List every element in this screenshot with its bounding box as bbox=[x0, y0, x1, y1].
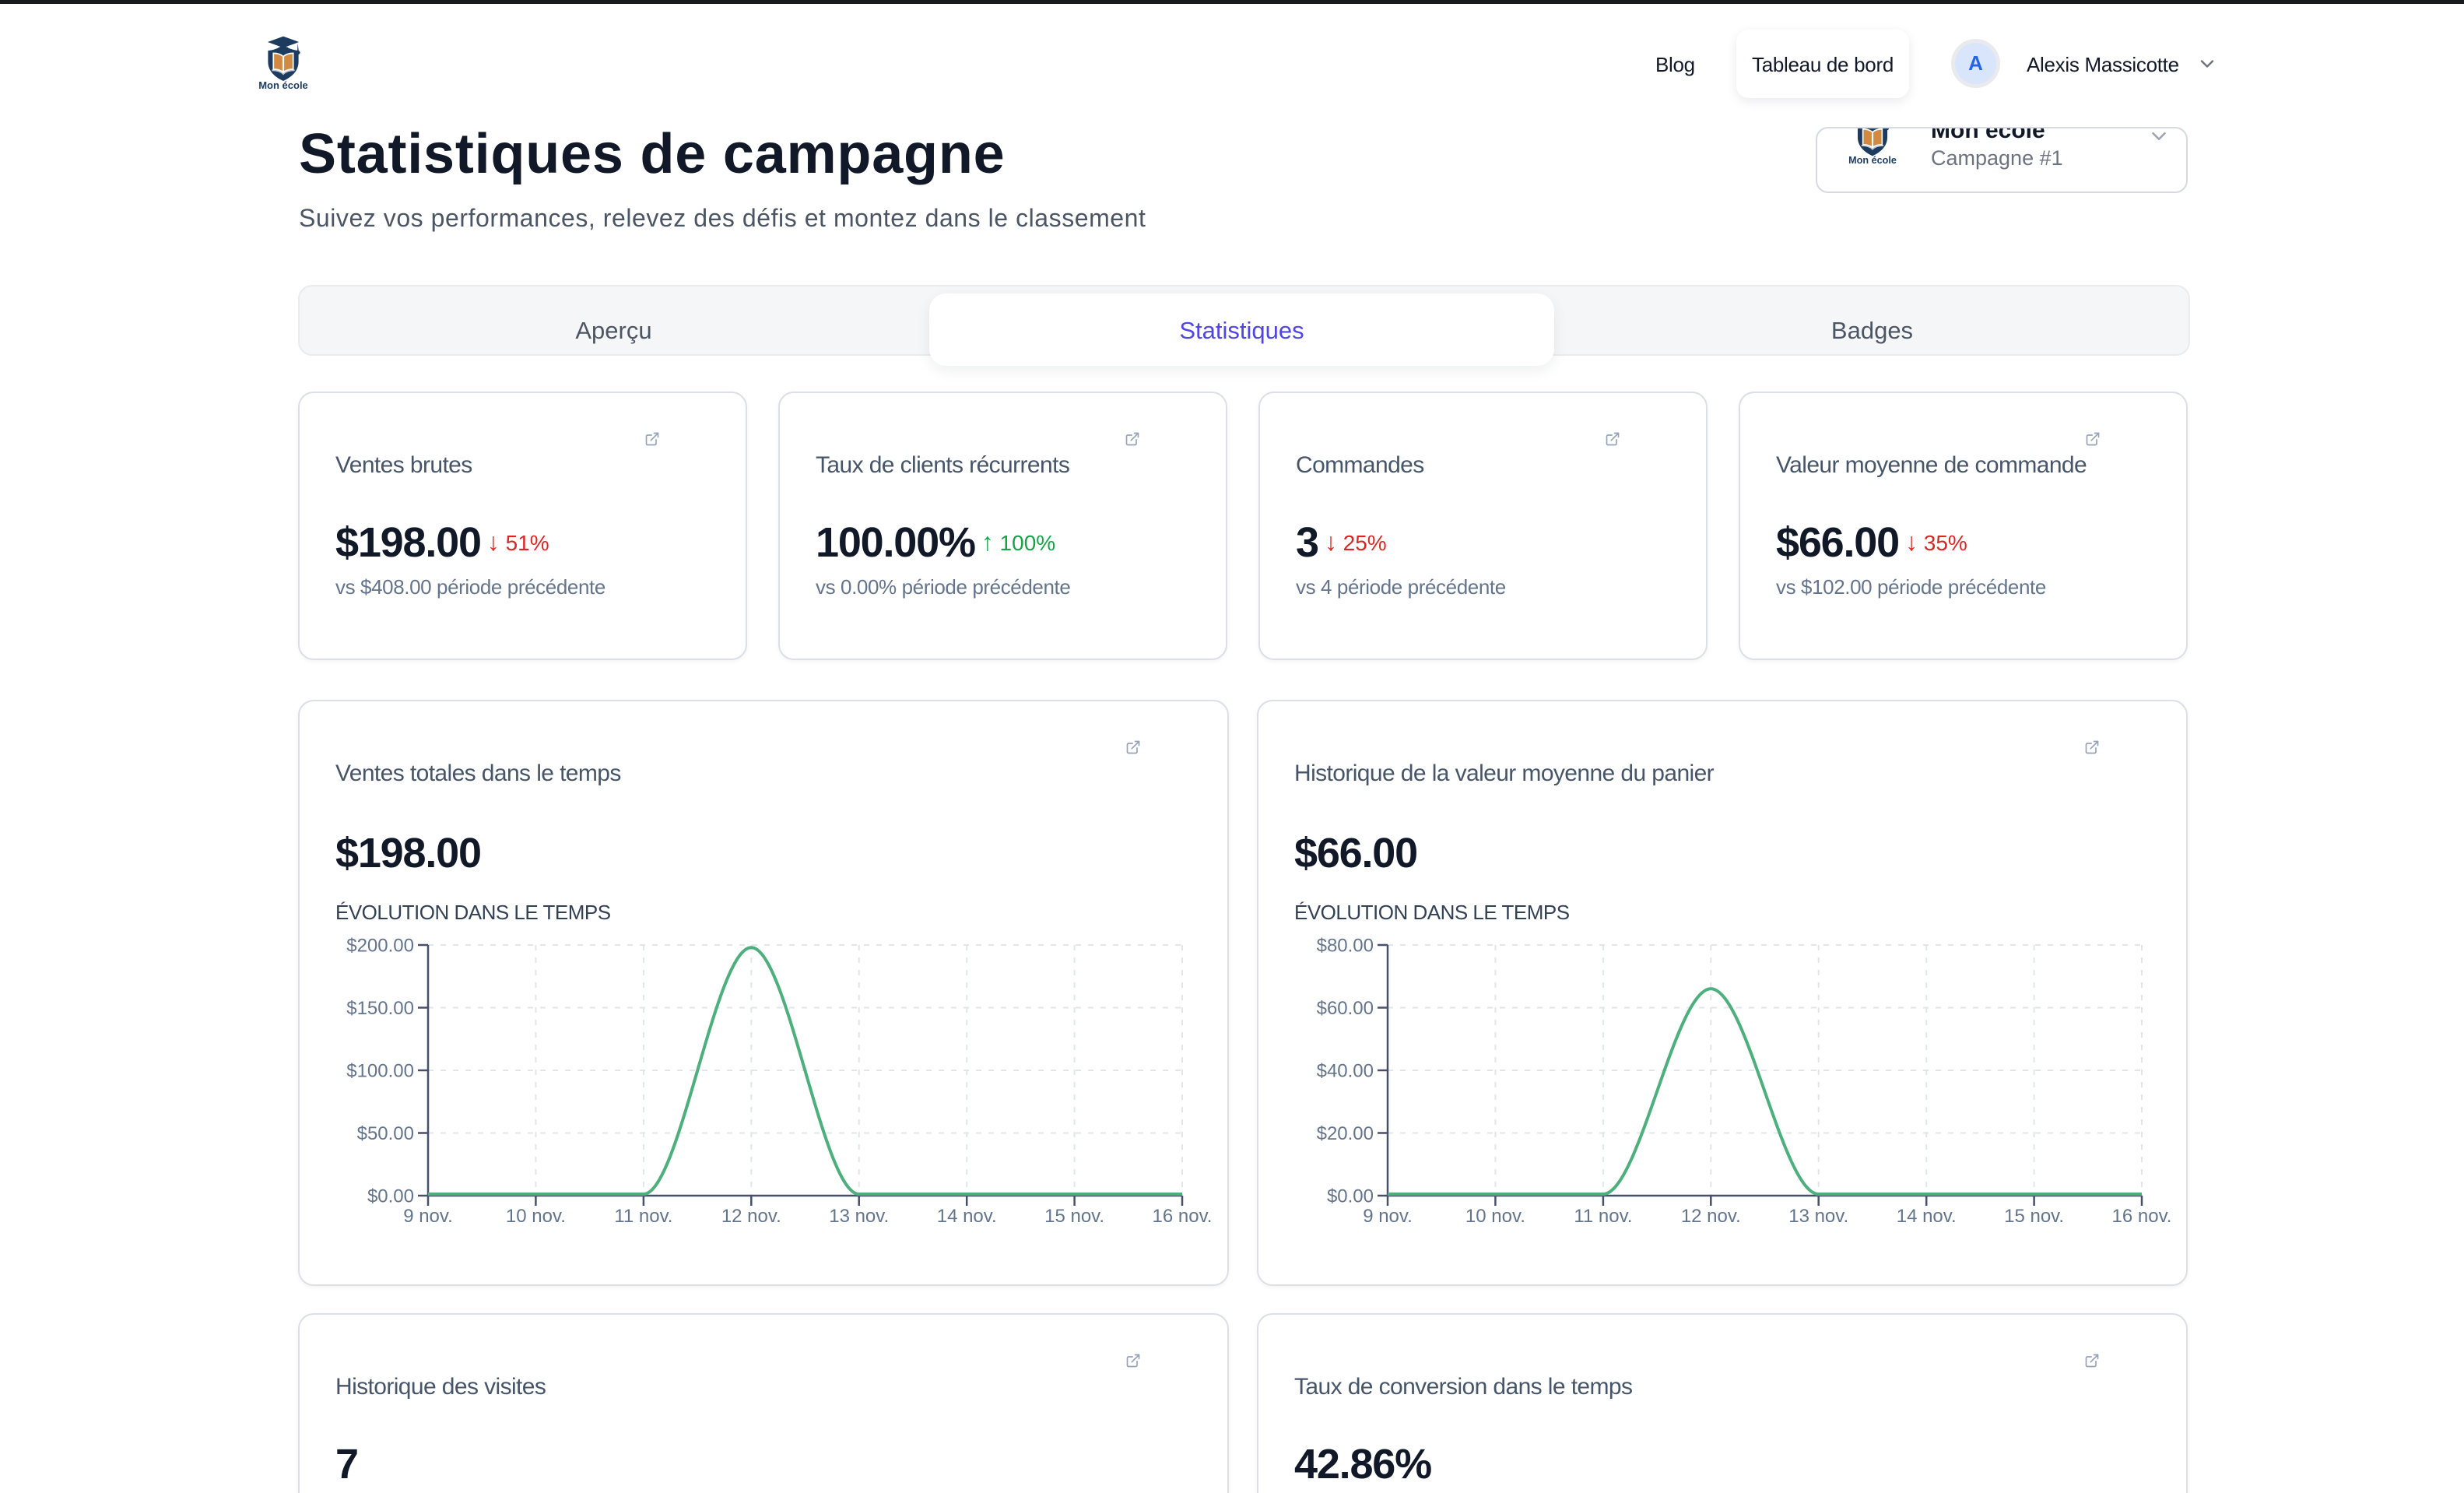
svg-text:$40.00: $40.00 bbox=[1317, 1061, 1374, 1082]
svg-text:9 nov.: 9 nov. bbox=[1363, 1206, 1413, 1227]
svg-text:$60.00: $60.00 bbox=[1317, 998, 1374, 1019]
svg-text:$0.00: $0.00 bbox=[1327, 1186, 1374, 1207]
svg-text:14 nov.: 14 nov. bbox=[937, 1206, 997, 1227]
svg-text:16 nov.: 16 nov. bbox=[1153, 1206, 1213, 1227]
svg-text:$200.00: $200.00 bbox=[346, 936, 414, 957]
svg-text:$80.00: $80.00 bbox=[1317, 936, 1374, 957]
svg-text:9 nov.: 9 nov. bbox=[403, 1206, 453, 1227]
svg-text:$20.00: $20.00 bbox=[1317, 1123, 1374, 1144]
svg-text:11 nov.: 11 nov. bbox=[614, 1206, 672, 1227]
svg-text:$150.00: $150.00 bbox=[346, 998, 414, 1019]
svg-text:10 nov.: 10 nov. bbox=[506, 1206, 566, 1227]
svg-text:$100.00: $100.00 bbox=[346, 1061, 414, 1082]
svg-text:11 nov.: 11 nov. bbox=[1574, 1206, 1632, 1227]
svg-text:14 nov.: 14 nov. bbox=[1897, 1206, 1957, 1227]
svg-text:13 nov.: 13 nov. bbox=[829, 1206, 889, 1227]
svg-text:13 nov.: 13 nov. bbox=[1788, 1206, 1848, 1227]
svg-text:16 nov.: 16 nov. bbox=[2112, 1206, 2172, 1227]
svg-text:12 nov.: 12 nov. bbox=[1681, 1206, 1741, 1227]
svg-text:12 nov.: 12 nov. bbox=[721, 1206, 781, 1227]
svg-text:$50.00: $50.00 bbox=[357, 1123, 414, 1144]
svg-text:Mon école: Mon école bbox=[1848, 155, 1897, 165]
svg-text:10 nov.: 10 nov. bbox=[1465, 1206, 1525, 1227]
svg-text:Mon école: Mon école bbox=[259, 79, 307, 90]
svg-text:$0.00: $0.00 bbox=[367, 1186, 414, 1207]
svg-text:15 nov.: 15 nov. bbox=[2004, 1206, 2064, 1227]
svg-text:15 nov.: 15 nov. bbox=[1044, 1206, 1104, 1227]
